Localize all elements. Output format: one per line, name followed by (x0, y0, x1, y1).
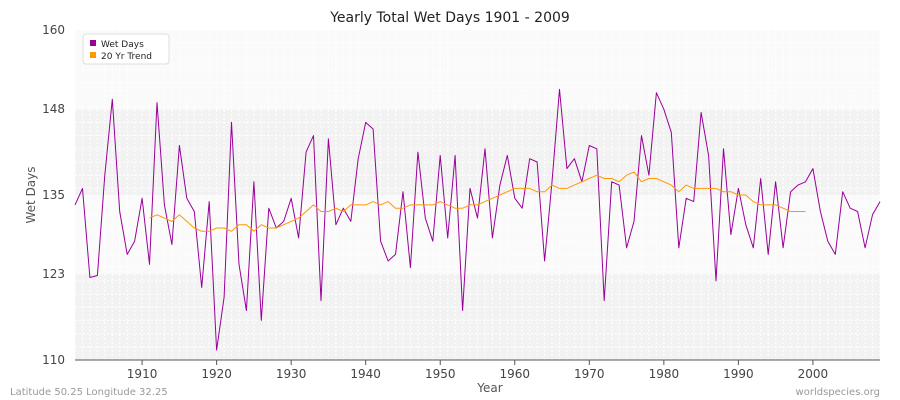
series-line-wet-days (74, 88, 881, 351)
series-group (74, 88, 881, 351)
x-axis-label: Year (476, 381, 502, 395)
x-tick-label: 1950 (425, 367, 456, 381)
x-tick-label: 2000 (798, 367, 829, 381)
legend-swatch-wet-days (90, 40, 96, 46)
y-tick-label: 123 (42, 267, 65, 281)
plot-band (75, 274, 880, 360)
legend-label-trend: 20 Yr Trend (101, 52, 152, 62)
y-axis-label: Wet Days (24, 166, 38, 223)
grid-lines (74, 30, 881, 360)
x-tick-label: 1940 (350, 367, 381, 381)
x-axis-ticks: 1910 1920 1930 1940 1950 1960 1970 1980 1990 2000 (127, 360, 828, 381)
x-tick-label: 1970 (574, 367, 605, 381)
y-tick-label: 160 (42, 23, 65, 37)
y-axis-ticks: 110 123 135 148 160 (42, 23, 65, 367)
x-tick-label: 1990 (723, 367, 754, 381)
x-tick-label: 1910 (127, 367, 158, 381)
x-tick-label: 1920 (201, 367, 232, 381)
series-line-20yr-trend (149, 171, 806, 232)
y-tick-label: 148 (42, 102, 65, 116)
footer-source: worldspecies.org (796, 387, 880, 398)
legend-label-wet-days: Wet Days (101, 40, 144, 50)
x-tick-label: 1960 (499, 367, 530, 381)
y-tick-label: 135 (42, 188, 65, 202)
legend-box (82, 33, 170, 65)
legend-swatch-trend (90, 52, 96, 58)
footer-coordinates: Latitude 50.25 Longitude 32.25 (10, 387, 168, 398)
legend: Wet Days 20 Yr Trend (82, 33, 170, 65)
x-tick-label: 1980 (649, 367, 680, 381)
y-tick-label: 110 (42, 353, 65, 367)
chart-title: Yearly Total Wet Days 1901 - 2009 (329, 10, 570, 26)
x-tick-label: 1930 (276, 367, 307, 381)
